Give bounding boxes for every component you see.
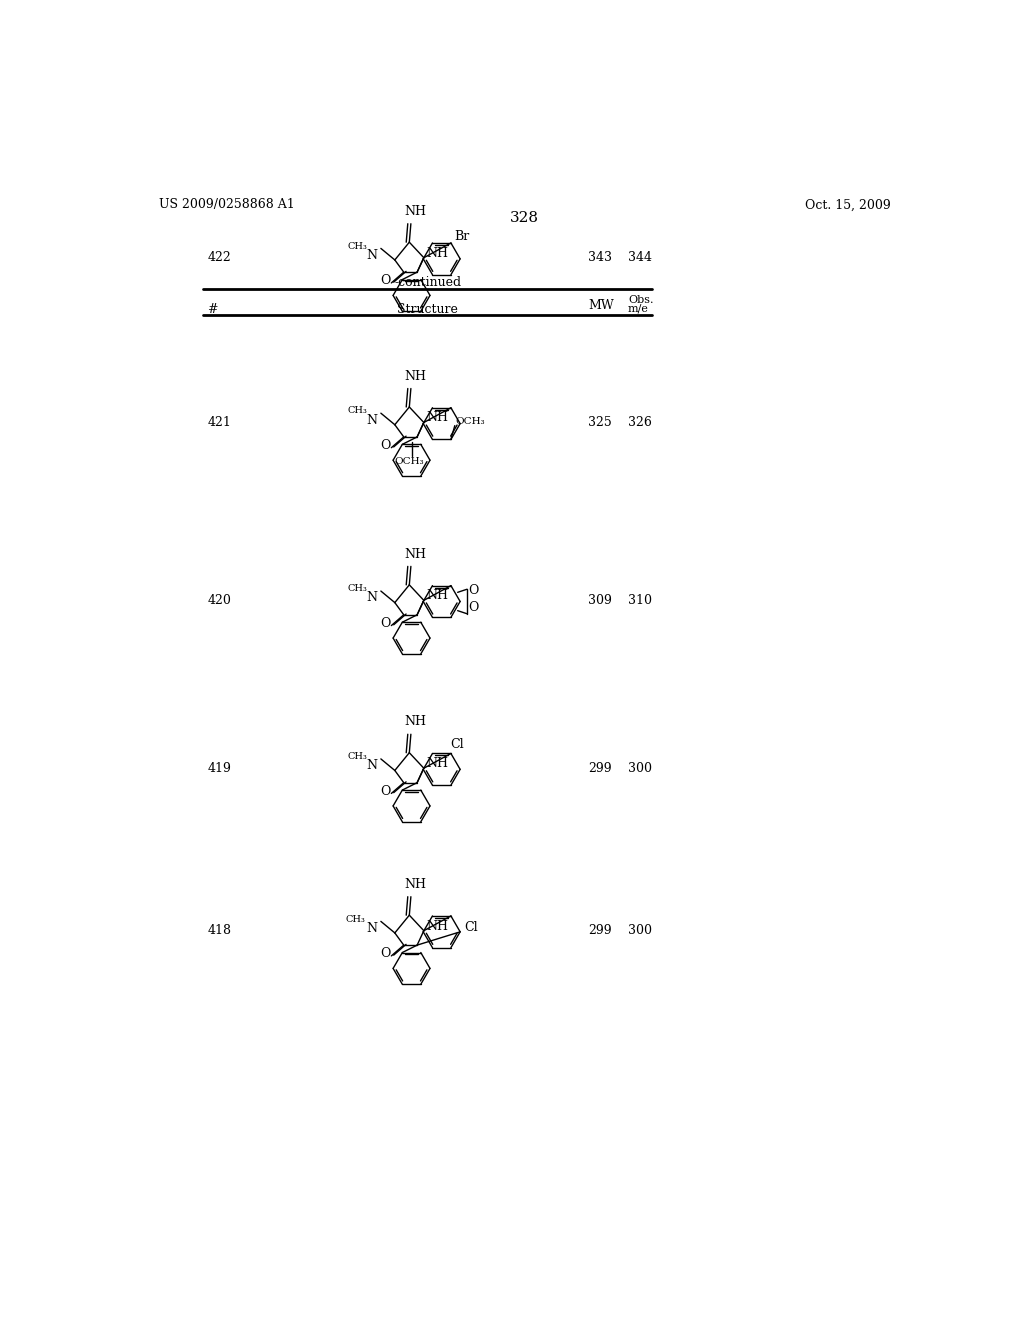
Text: 325: 325 xyxy=(588,416,612,429)
Text: Cl: Cl xyxy=(464,921,477,935)
Text: MW: MW xyxy=(588,300,614,313)
Text: 419: 419 xyxy=(207,762,231,775)
Text: CH₃: CH₃ xyxy=(345,915,366,924)
Text: 309: 309 xyxy=(588,594,612,607)
Text: CH₃: CH₃ xyxy=(347,752,367,762)
Text: O: O xyxy=(381,946,391,960)
Text: 422: 422 xyxy=(207,251,231,264)
Text: -continued: -continued xyxy=(394,276,461,289)
Text: 326: 326 xyxy=(628,416,652,429)
Text: N: N xyxy=(367,921,378,935)
Text: N: N xyxy=(367,759,378,772)
Text: 328: 328 xyxy=(510,211,540,224)
Text: 299: 299 xyxy=(588,762,612,775)
Text: O: O xyxy=(469,585,479,597)
Text: NH: NH xyxy=(404,205,427,218)
Text: NH: NH xyxy=(426,589,449,602)
Text: O: O xyxy=(381,784,391,797)
Text: O: O xyxy=(469,601,479,614)
Text: 310: 310 xyxy=(628,594,652,607)
Text: N: N xyxy=(367,413,378,426)
Text: NH: NH xyxy=(426,412,449,425)
Text: Oct. 15, 2009: Oct. 15, 2009 xyxy=(805,198,891,211)
Text: 300: 300 xyxy=(628,924,652,937)
Text: NH: NH xyxy=(404,715,427,729)
Text: NH: NH xyxy=(404,878,427,891)
Text: O: O xyxy=(381,616,391,630)
Text: Obs.: Obs. xyxy=(628,296,653,305)
Text: N: N xyxy=(367,249,378,261)
Text: 343: 343 xyxy=(588,251,612,264)
Text: CH₃: CH₃ xyxy=(347,407,367,416)
Text: OCH₃: OCH₃ xyxy=(394,458,424,466)
Text: US 2009/0258868 A1: US 2009/0258868 A1 xyxy=(159,198,295,211)
Text: NH: NH xyxy=(404,370,427,383)
Text: CH₃: CH₃ xyxy=(347,242,367,251)
Text: m/e: m/e xyxy=(628,304,649,313)
Text: Br: Br xyxy=(455,230,470,243)
Text: N: N xyxy=(367,591,378,605)
Text: OCH₃: OCH₃ xyxy=(456,417,485,425)
Text: 418: 418 xyxy=(207,924,231,937)
Text: Cl: Cl xyxy=(451,738,464,751)
Text: NH: NH xyxy=(426,920,449,933)
Text: O: O xyxy=(381,438,391,451)
Text: 344: 344 xyxy=(628,251,652,264)
Text: #: # xyxy=(207,304,218,317)
Text: O: O xyxy=(381,275,391,288)
Text: NH: NH xyxy=(426,758,449,770)
Text: 420: 420 xyxy=(207,594,231,607)
Text: 421: 421 xyxy=(207,416,231,429)
Text: CH₃: CH₃ xyxy=(347,585,367,593)
Text: NH: NH xyxy=(404,548,427,561)
Text: Structure: Structure xyxy=(397,304,458,317)
Text: NH: NH xyxy=(426,247,449,260)
Text: 300: 300 xyxy=(628,762,652,775)
Text: 299: 299 xyxy=(588,924,612,937)
